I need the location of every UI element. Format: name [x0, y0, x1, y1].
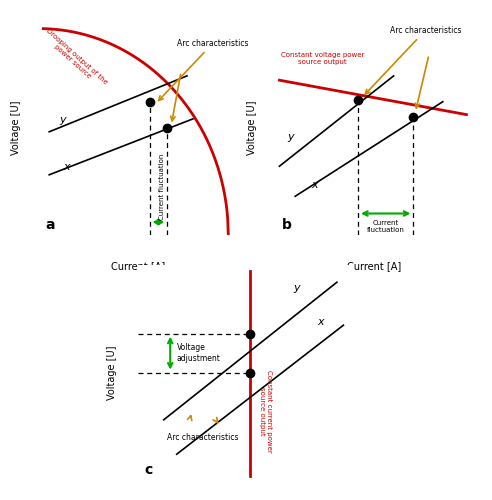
Text: Voltage [U]: Voltage [U]	[11, 100, 21, 155]
Text: x: x	[311, 180, 317, 190]
Text: Arc characteristics: Arc characteristics	[167, 432, 239, 442]
Text: y: y	[294, 283, 300, 293]
Text: Current [A]: Current [A]	[347, 261, 401, 271]
Text: x: x	[63, 162, 69, 172]
Text: Current
fluctuation: Current fluctuation	[367, 220, 404, 233]
Text: Drooping output of the
power source: Drooping output of the power source	[41, 27, 109, 90]
Text: c: c	[144, 462, 153, 476]
Text: Arc characteristics: Arc characteristics	[158, 39, 248, 100]
Text: Arc characteristics: Arc characteristics	[365, 26, 461, 94]
Text: y: y	[287, 132, 294, 142]
Text: Voltage [U]: Voltage [U]	[107, 345, 117, 400]
Text: Constant current power
source output: Constant current power source output	[259, 370, 272, 452]
Text: x: x	[317, 317, 324, 327]
Text: Constant voltage power
source output: Constant voltage power source output	[281, 52, 365, 65]
Text: a: a	[45, 218, 55, 232]
Text: Current [A]: Current [A]	[111, 261, 165, 271]
Text: Voltage [U]: Voltage [U]	[247, 100, 257, 155]
Text: Voltage
adjustment: Voltage adjustment	[177, 344, 220, 363]
Text: y: y	[59, 115, 65, 125]
Text: b: b	[281, 218, 291, 232]
Text: Current fluctuation: Current fluctuation	[159, 154, 165, 220]
